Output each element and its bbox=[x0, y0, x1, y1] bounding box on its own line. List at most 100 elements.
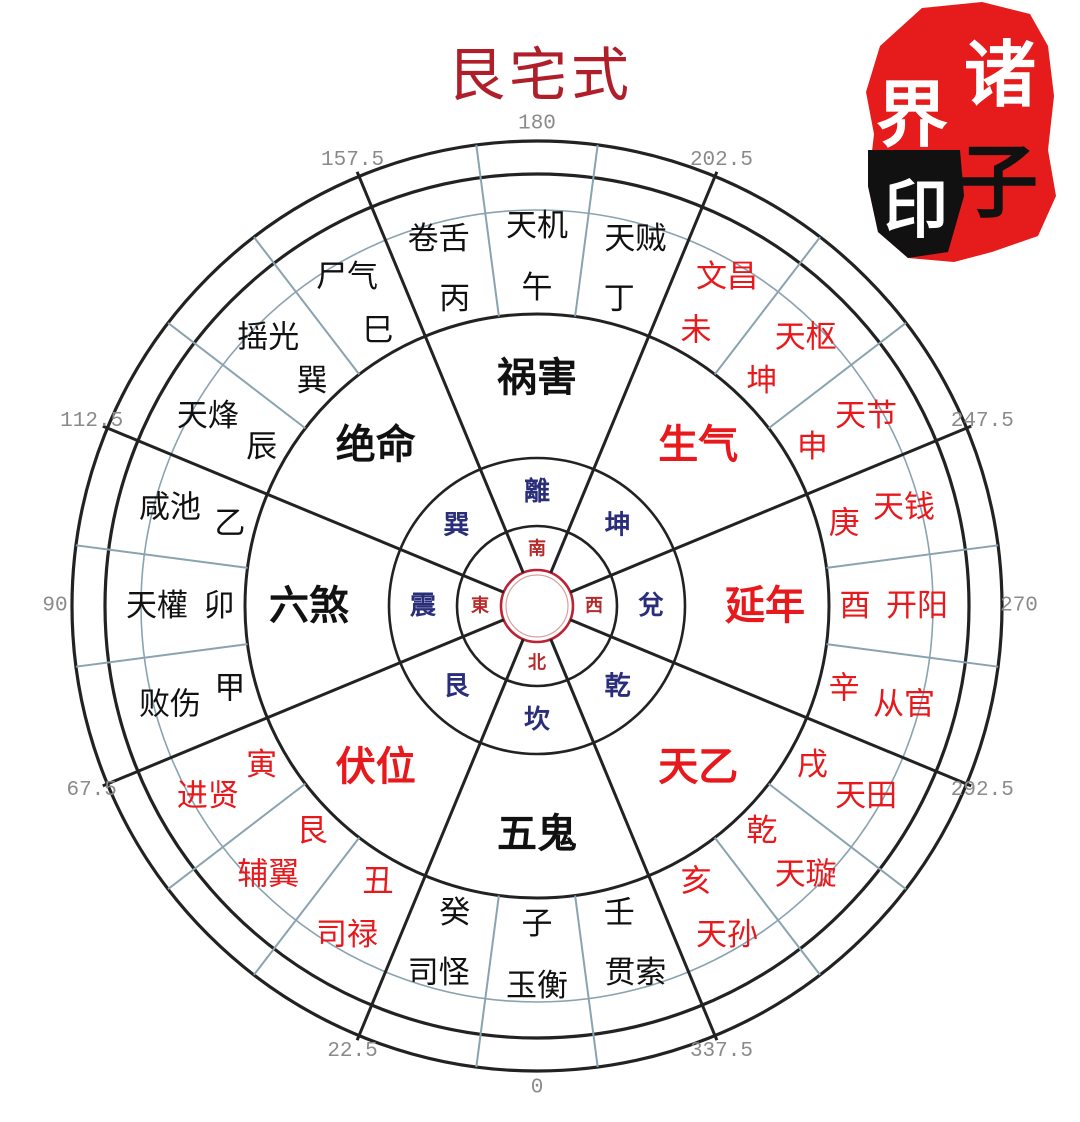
mountain-label: 甲 bbox=[214, 670, 245, 706]
star-label: 天枢 bbox=[775, 319, 837, 355]
degree-label: 112.5 bbox=[60, 410, 123, 433]
star-label: 司怪 bbox=[408, 955, 470, 991]
mountain-label: 酉 bbox=[840, 588, 871, 624]
wheel-rings bbox=[70, 139, 1004, 1073]
seal-char-zhu: 诸 bbox=[964, 33, 1036, 117]
mountain-label: 丙 bbox=[439, 281, 470, 317]
mountain-label: 寅 bbox=[246, 747, 277, 783]
star-label: 天田 bbox=[835, 778, 897, 814]
mountain-label: 卯 bbox=[204, 588, 235, 624]
mansion-label: 绝命 bbox=[336, 422, 416, 468]
minor-divider bbox=[475, 895, 500, 1068]
mountain-label: 壬 bbox=[604, 895, 635, 931]
star-label: 辅翼 bbox=[237, 857, 299, 893]
mountain-label: 申 bbox=[797, 429, 828, 465]
trigram-label: 乾 bbox=[605, 672, 631, 702]
minor-divider bbox=[253, 236, 361, 375]
minor-divider bbox=[167, 782, 306, 890]
trigram-label: 震 bbox=[410, 591, 437, 621]
star-label: 败伤 bbox=[139, 686, 201, 722]
trigram-label: 坎 bbox=[524, 705, 550, 735]
star-label: 司禄 bbox=[316, 917, 378, 953]
mansion-label: 祸害 bbox=[497, 355, 577, 401]
minor-divider bbox=[713, 837, 821, 976]
mansion-label: 天乙 bbox=[658, 744, 738, 790]
ring-1 bbox=[103, 172, 971, 1040]
major-divider bbox=[102, 424, 505, 594]
mountain-label: 子 bbox=[522, 906, 553, 942]
mountain-label: 亥 bbox=[681, 863, 712, 899]
minor-divider bbox=[713, 236, 821, 375]
diagram-title: 艮宅式 bbox=[446, 41, 633, 109]
mansion-label: 五鬼 bbox=[497, 811, 577, 857]
mountain-label: 午 bbox=[522, 270, 553, 306]
degree-label: 0 bbox=[531, 1077, 544, 1100]
star-label: 开阳 bbox=[886, 588, 948, 624]
star-label: 天孙 bbox=[696, 917, 758, 953]
star-label: 从官 bbox=[873, 686, 935, 722]
mountain-label: 坤 bbox=[746, 363, 777, 399]
minor-divider bbox=[75, 643, 248, 668]
direction-label: 西 bbox=[585, 596, 603, 617]
wheel-labels: 157.5 180 202.5 247.5 270 292.5 337.5 0 22.5 67.5… bbox=[42, 113, 1038, 1100]
mountain-label: 辛 bbox=[829, 670, 860, 706]
mountain-label: 庚 bbox=[829, 506, 860, 542]
star-label: 摇光 bbox=[237, 319, 299, 355]
star-label: 文昌 bbox=[696, 259, 758, 295]
mountain-label: 丁 bbox=[604, 281, 635, 317]
major-divider bbox=[355, 171, 525, 574]
minor-divider bbox=[574, 144, 599, 317]
minor-divider bbox=[167, 322, 306, 430]
trigram-label: 巽 bbox=[443, 510, 469, 540]
mansion-label: 延年 bbox=[725, 583, 805, 629]
mansion-label: 生气 bbox=[658, 422, 738, 468]
minor-divider bbox=[253, 837, 361, 976]
star-label: 天节 bbox=[835, 398, 897, 434]
trigram-label: 離 bbox=[524, 476, 550, 507]
mansion-label: 六煞 bbox=[269, 583, 349, 629]
minor-divider bbox=[475, 144, 500, 317]
mountain-label: 丑 bbox=[363, 863, 394, 899]
degree-label: 292.5 bbox=[951, 779, 1014, 802]
ring-0 bbox=[70, 139, 1004, 1073]
center-inner-circle bbox=[505, 574, 569, 638]
ring-5 bbox=[455, 524, 619, 688]
mountain-label: 乙 bbox=[214, 506, 245, 542]
degree-label: 337.5 bbox=[690, 1040, 753, 1063]
direction-label: 北 bbox=[528, 653, 546, 674]
mountain-label: 巳 bbox=[363, 313, 394, 349]
star-label: 天璇 bbox=[775, 857, 837, 893]
major-divider bbox=[569, 424, 972, 594]
major-divider bbox=[549, 638, 719, 1041]
trigram-label: 兌 bbox=[638, 591, 664, 621]
mountain-label: 辰 bbox=[246, 429, 277, 465]
degree-label: 90 bbox=[42, 595, 67, 618]
minor-divider bbox=[574, 895, 599, 1068]
star-label: 卷舌 bbox=[408, 221, 470, 257]
star-label: 天机 bbox=[506, 208, 568, 244]
star-label: 贯索 bbox=[604, 955, 666, 991]
minor-divider bbox=[768, 322, 907, 430]
star-label: 玉衡 bbox=[506, 968, 568, 1004]
ring-4 bbox=[387, 456, 687, 756]
wheel-dividers bbox=[75, 144, 999, 1068]
direction-label: 東 bbox=[471, 595, 489, 617]
minor-divider bbox=[826, 544, 999, 569]
seal-char-jie: 界 bbox=[876, 73, 948, 157]
center-circle bbox=[499, 568, 575, 644]
minor-divider bbox=[826, 643, 999, 668]
major-divider bbox=[102, 618, 505, 788]
seal-char-yin: 印 bbox=[884, 174, 948, 248]
minor-divider bbox=[75, 544, 248, 569]
seal-stamp: 诸 子 界 印 bbox=[866, 2, 1056, 262]
major-divider bbox=[569, 618, 972, 788]
direction-label: 南 bbox=[528, 538, 546, 560]
star-label: 天贼 bbox=[604, 221, 666, 257]
major-divider bbox=[355, 638, 525, 1041]
mansion-label: 伏位 bbox=[336, 744, 416, 790]
mountain-label: 艮 bbox=[297, 813, 328, 849]
degree-label: 157.5 bbox=[321, 149, 384, 172]
star-label: 天钱 bbox=[873, 490, 935, 526]
mountain-label: 巽 bbox=[297, 363, 328, 399]
